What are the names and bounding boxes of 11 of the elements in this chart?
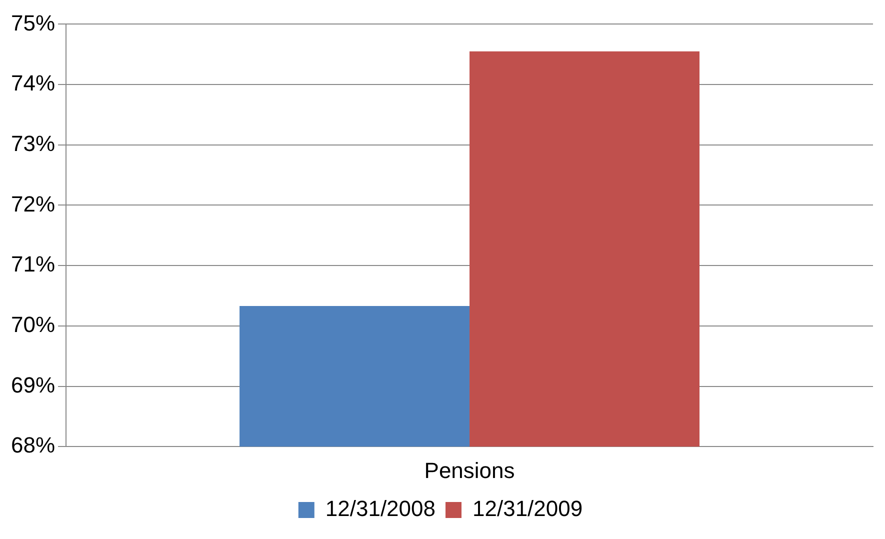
x-tick-label: Pensions bbox=[424, 458, 515, 483]
y-tick-label: 72% bbox=[10, 191, 56, 216]
y-tick-label: 71% bbox=[10, 252, 56, 277]
y-tick-label: 68% bbox=[10, 432, 56, 458]
y-tick-label: 73% bbox=[10, 130, 56, 156]
y-tick-label: 74% bbox=[10, 70, 56, 96]
y-tick-label: 75% bbox=[10, 10, 56, 36]
legend-label: 12/31/2008 bbox=[325, 496, 436, 522]
y-tick-label: 70% bbox=[10, 312, 56, 337]
legend-label: 12/31/2009 bbox=[472, 496, 583, 522]
y-tick-label: 69% bbox=[10, 372, 56, 398]
